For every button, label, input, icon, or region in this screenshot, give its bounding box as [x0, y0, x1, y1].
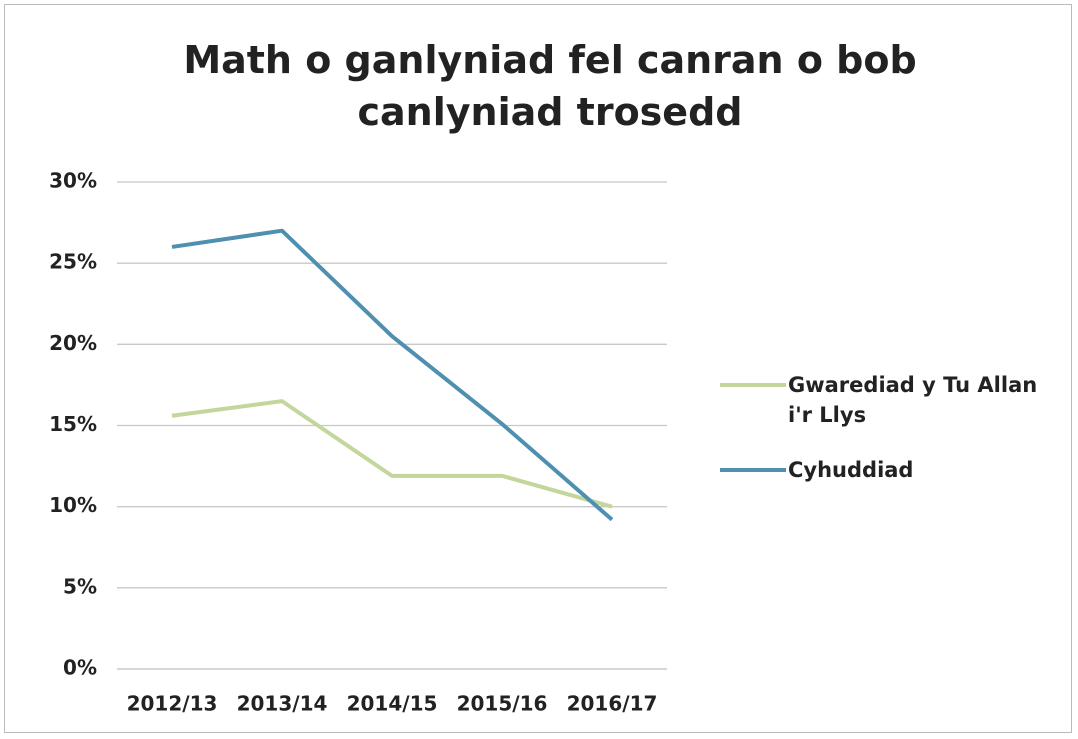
x-tick-label: 2013/14 [237, 692, 328, 716]
series-line [171, 399, 613, 509]
y-tick-label: 10% [49, 493, 97, 517]
y-tick-label: 20% [49, 331, 97, 355]
y-tick-label: 25% [49, 250, 97, 274]
legend-label: Gwarediad y Tu Allan i'r Llys [788, 373, 1038, 427]
x-tick-label: 2015/16 [457, 692, 548, 716]
x-tick-label: 2016/17 [567, 692, 658, 716]
y-tick-label: 30% [49, 169, 97, 193]
x-tick-label: 2012/13 [127, 692, 218, 716]
y-tick-label: 15% [49, 412, 97, 436]
y-tick-label: 5% [63, 574, 97, 598]
y-tick-label: 0% [63, 656, 97, 680]
chart-title: Math o ganlyniad fel canran o bob canlyn… [183, 38, 917, 134]
chart-frame [4, 4, 1072, 733]
series-line [171, 228, 614, 522]
legend-label: Cyhuddiad [788, 458, 914, 482]
x-tick-label: 2014/15 [347, 692, 438, 716]
